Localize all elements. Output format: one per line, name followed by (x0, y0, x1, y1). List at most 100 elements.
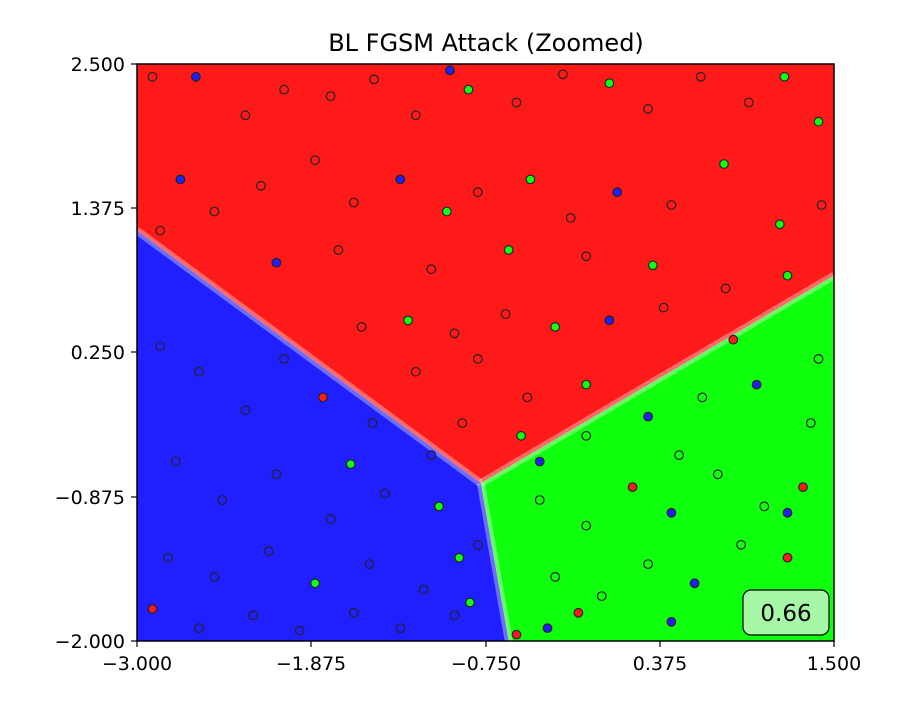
data-point-blue (163, 552, 173, 563)
data-point-blue (689, 578, 700, 589)
data-point-blue (279, 354, 290, 364)
data-point-green (441, 206, 452, 217)
data-point-red (209, 206, 220, 217)
data-point-blue (379, 488, 390, 499)
data-point-red (782, 552, 793, 563)
data-point-green (782, 270, 793, 281)
data-point-red (743, 97, 754, 108)
data-point-red (627, 482, 638, 493)
region-blue (137, 230, 509, 641)
data-point-red (333, 244, 344, 255)
data-point-green (813, 354, 824, 364)
data-point-red (658, 302, 669, 313)
data-point-blue (294, 625, 305, 636)
data-point-blue (248, 610, 259, 621)
data-point-green (697, 392, 708, 403)
data-point-green (403, 315, 414, 326)
data-point-blue (348, 607, 359, 618)
data-point-blue (395, 174, 406, 185)
data-point-green (454, 552, 465, 563)
data-point-blue (367, 418, 378, 428)
data-point-green (759, 501, 770, 512)
data-point-blue (666, 616, 677, 627)
boundary-red-blue (134, 227, 484, 487)
data-point-red (410, 110, 421, 121)
data-point-red (449, 328, 460, 339)
data-point-blue (445, 65, 455, 76)
data-point-red (318, 392, 328, 403)
data-point-green (774, 219, 785, 230)
data-point-green (310, 578, 321, 589)
data-point-red (472, 187, 483, 198)
data-point-blue (271, 469, 282, 480)
data-points (147, 65, 827, 640)
data-point-red (410, 366, 421, 377)
data-point-green (345, 459, 356, 470)
y-tick-label: −0.875 (55, 487, 125, 509)
data-point-green (465, 597, 475, 608)
x-tick-label: −3.000 (102, 653, 172, 675)
score-label: 0.66 (760, 601, 811, 627)
data-point-red (798, 482, 808, 493)
data-point-red (816, 200, 827, 210)
plot-area (134, 63, 837, 642)
x-tick-label: −1.875 (276, 653, 346, 675)
data-point-green (550, 572, 561, 582)
data-point-green (779, 71, 790, 82)
data-point-red (472, 354, 483, 364)
data-point-red (147, 604, 158, 614)
data-point-green (674, 450, 684, 461)
data-point-blue (194, 623, 204, 634)
data-point-blue (325, 514, 336, 525)
data-point-red (147, 71, 158, 82)
data-point-red (511, 97, 522, 108)
data-point-blue (155, 341, 166, 352)
data-point-red (348, 197, 359, 208)
data-point-green (805, 418, 816, 428)
x-axis: −3.000 −1.875 −0.750 0.375 1.500 (102, 641, 861, 675)
data-point-red (666, 200, 677, 210)
data-point-red (240, 110, 251, 121)
data-point-blue (542, 623, 553, 634)
data-point-green (712, 469, 723, 480)
y-tick-label: −2.000 (55, 631, 125, 653)
data-point-blue (534, 456, 545, 467)
y-tick-label: 1.375 (71, 198, 125, 220)
data-point-green (596, 591, 607, 601)
data-point-red (728, 334, 739, 345)
data-point-red (457, 418, 468, 428)
data-point-blue (472, 539, 483, 550)
data-point-red (500, 309, 511, 319)
boundary-blue-green (476, 482, 513, 642)
data-point-red (565, 212, 576, 223)
data-point-green (813, 116, 824, 127)
data-point-red (310, 155, 321, 166)
data-point-red (325, 91, 336, 101)
data-point-red (558, 69, 568, 80)
data-point-blue (395, 623, 406, 634)
data-point-blue (263, 546, 274, 557)
data-point-blue (217, 495, 228, 505)
x-tick-label: 0.375 (633, 653, 687, 675)
data-point-red (522, 392, 533, 403)
score-box: 0.66 (742, 589, 830, 636)
data-point-blue (751, 379, 762, 390)
data-point-green (581, 520, 592, 531)
data-point-green (736, 539, 746, 550)
data-point-green (503, 244, 514, 255)
data-point-red (581, 251, 592, 262)
data-point-green (719, 159, 729, 169)
data-point-green (581, 379, 592, 390)
data-point-green (463, 84, 474, 95)
data-point-green (534, 495, 545, 505)
chart-title: BL FGSM Attack (Zoomed) (328, 29, 644, 57)
data-point-red (643, 103, 653, 114)
data-point-green (604, 78, 615, 89)
data-point-red (155, 225, 166, 236)
boundary-red-green (478, 272, 837, 487)
data-point-red (695, 71, 706, 82)
data-point-red (573, 607, 584, 618)
data-point-green (581, 430, 592, 441)
data-point-blue (612, 187, 623, 198)
